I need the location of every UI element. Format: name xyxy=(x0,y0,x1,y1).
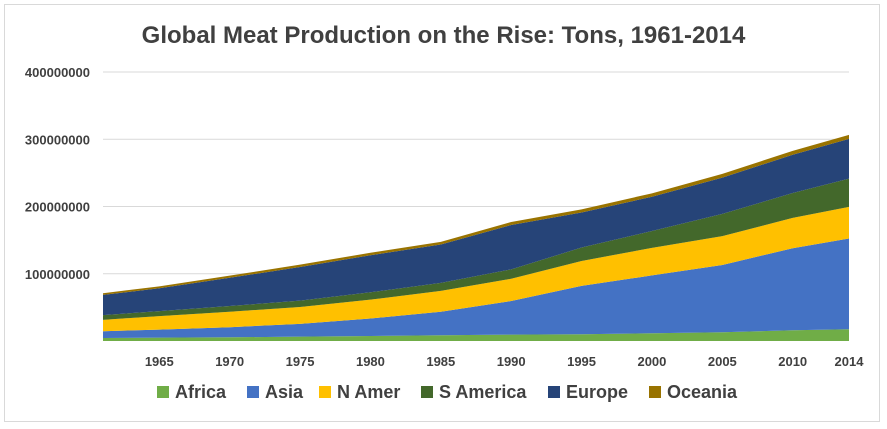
x-tick-label: 1980 xyxy=(356,354,385,369)
legend-label: Europe xyxy=(566,382,628,402)
area-africa xyxy=(103,329,849,341)
legend-swatch xyxy=(548,386,560,398)
legend-label: Oceania xyxy=(667,382,738,402)
legend-item-africa: Africa xyxy=(157,382,227,402)
legend-label: Africa xyxy=(175,382,227,402)
legend: Africa Asia N Amer S America Europe Oceania xyxy=(157,382,738,402)
x-tick-label: 1995 xyxy=(567,354,596,369)
x-tick-label: 2010 xyxy=(778,354,807,369)
area-n-amer xyxy=(103,206,849,332)
series-areas xyxy=(103,134,849,341)
legend-item-asia: Asia xyxy=(247,382,304,402)
x-tick-label: 2014 xyxy=(835,354,865,369)
legend-item-europe: Europe xyxy=(548,382,628,402)
legend-item-n-amer: N Amer xyxy=(319,382,400,402)
legend-label: N Amer xyxy=(337,382,400,402)
y-tick-label: 300000000 xyxy=(25,132,90,147)
x-tick-label: 2000 xyxy=(637,354,666,369)
x-axis-ticks: 1965 1970 1975 1980 1985 1990 1995 2000 2005 2010… xyxy=(145,354,864,369)
y-tick-label: 100000000 xyxy=(25,267,90,282)
legend-swatch xyxy=(157,386,169,398)
x-tick-label: 1975 xyxy=(286,354,315,369)
legend-swatch xyxy=(247,386,259,398)
x-tick-label: 1970 xyxy=(215,354,244,369)
legend-swatch xyxy=(649,386,661,398)
chart-title: Global Meat Production on the Rise: Tons… xyxy=(141,22,746,49)
area-europe xyxy=(103,138,849,316)
y-tick-label: 400000000 xyxy=(25,65,90,80)
x-tick-label: 1990 xyxy=(497,354,526,369)
legend-item-oceania: Oceania xyxy=(649,382,738,402)
legend-label: S America xyxy=(439,382,527,402)
y-axis-ticks: 400000000 300000000 200000000 100000000 xyxy=(25,65,90,282)
area-asia xyxy=(103,238,849,338)
x-tick-label: 1985 xyxy=(426,354,455,369)
legend-label: Asia xyxy=(265,382,304,402)
legend-swatch xyxy=(421,386,433,398)
x-tick-label: 2005 xyxy=(708,354,737,369)
y-tick-label: 200000000 xyxy=(25,200,90,215)
legend-swatch xyxy=(319,386,331,398)
legend-item-s-america: S America xyxy=(421,382,527,402)
x-tick-label: 1965 xyxy=(145,354,174,369)
